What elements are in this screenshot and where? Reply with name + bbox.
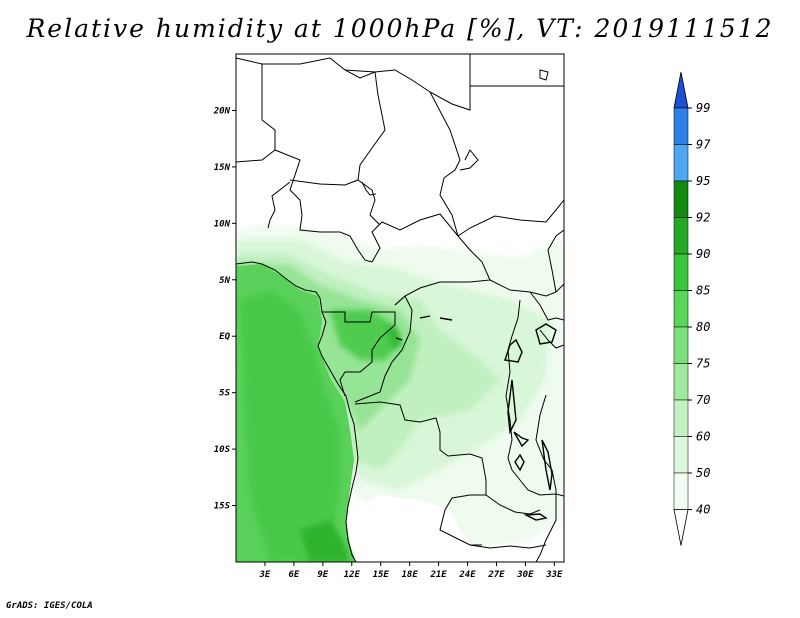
border-drc-west: [354, 295, 413, 403]
colorbar-label: 92: [696, 211, 710, 225]
border-gabon-congo: [322, 311, 396, 397]
border-niger-chad: [429, 91, 461, 237]
colorbar-swatch: [673, 180, 689, 218]
map-title: Relative humidity at 1000hPa [%], VT: 20…: [26, 14, 774, 43]
colorbar-label: 40: [696, 503, 710, 517]
border-algeria-libya: [344, 69, 386, 181]
border-zambia-zimbabwe: [469, 494, 547, 549]
colorbar-label: 60: [696, 430, 710, 444]
colorbar-swatch: [673, 326, 689, 364]
border-east-africa: [535, 229, 564, 562]
grads-credit: GrADS: IGES/COLA: [6, 601, 93, 611]
lat-tick-label: 5S: [219, 389, 230, 399]
lat-tick-label: 10S: [214, 445, 231, 455]
colorbar-label: 70: [696, 393, 710, 407]
border-sudan-south: [457, 199, 564, 297]
lon-tick-label: 21E: [429, 570, 447, 580]
colorbar-label: 75: [696, 357, 710, 371]
colorbar-label: 99: [696, 101, 710, 115]
colorbar-label: 90: [696, 247, 710, 261]
humidity-region-85: [240, 290, 345, 562]
lon-tick-label: 9E: [317, 570, 328, 580]
colorbar-label: 95: [696, 174, 710, 188]
colorbar-swatch: [673, 472, 689, 510]
lon-tick-label: 6E: [288, 570, 299, 580]
lon-tick-label: 18E: [402, 570, 419, 580]
colorbar-arrow-top: [673, 71, 689, 109]
lon-tick-label: 27E: [487, 570, 505, 580]
lat-tick-label: 5N: [219, 276, 230, 286]
colorbar-swatch: [673, 399, 689, 437]
colorbar-label: 85: [696, 284, 710, 298]
colorbar-label: 97: [696, 138, 711, 152]
lon-tick-label: 24E: [458, 570, 476, 580]
border-sahel: [236, 64, 381, 226]
border-cameroon-car: [371, 213, 491, 306]
lon-tick-label: 3E: [259, 570, 271, 580]
lon-tick-label: 33E: [545, 570, 563, 580]
colorbar-label: 50: [696, 466, 710, 480]
lat-tick-label: 15S: [214, 502, 231, 512]
latitude-axis: 20N 15N 10N 5N EQ 5S 10S 15S: [213, 106, 236, 512]
colorbar-swatch: [673, 144, 689, 182]
lon-tick-label: 12E: [344, 570, 361, 580]
colorbar-swatch: [673, 290, 689, 328]
border-angola: [354, 401, 487, 546]
colorbar-swatch: [673, 217, 689, 255]
border-nigeria: [267, 181, 373, 263]
colorbar-label: 80: [696, 320, 710, 334]
lat-tick-label: EQ: [219, 332, 230, 342]
lat-tick-label: 20N: [213, 106, 231, 116]
coastlines-and-borders: [236, 54, 564, 562]
colorbar-swatch: [673, 253, 689, 291]
colorbar-swatch: [673, 363, 689, 401]
longitude-axis: 3E 6E 9E 12E 15E 18E 21E 24E 27E 30E 33E: [259, 562, 563, 580]
colorbar-arrow-bottom: [673, 509, 689, 546]
border-great-lakes: [505, 291, 564, 497]
colorbar: 99 97 95 92 90 85 80 75 70 60 50 40: [673, 71, 711, 546]
dry-region-south: [352, 495, 470, 562]
humidity-region-90: [300, 520, 350, 562]
lat-tick-label: 15N: [214, 163, 231, 173]
atlantic-coastline: [236, 261, 359, 562]
humidity-region-inland-90: [385, 325, 402, 348]
lon-tick-label: 15E: [373, 570, 390, 580]
lat-tick-label: 10N: [214, 219, 231, 229]
lake-outlines: [395, 315, 557, 521]
map-frame: [235, 53, 565, 563]
colorbar-swatch: [673, 107, 689, 145]
border-chad-sudan: [459, 85, 564, 171]
lon-tick-label: 30E: [516, 570, 534, 580]
nile-outline: [361, 69, 549, 196]
colorbar-swatch: [673, 436, 689, 474]
